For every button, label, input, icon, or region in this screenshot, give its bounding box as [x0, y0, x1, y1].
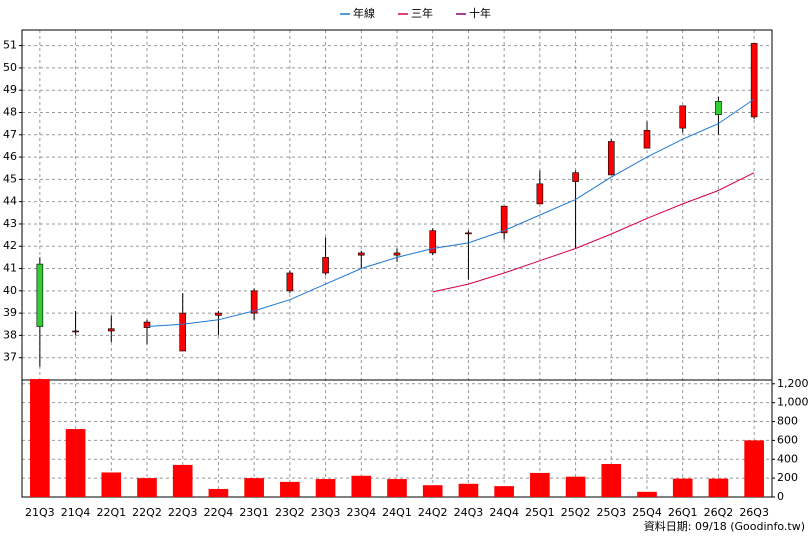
volume-bar	[315, 479, 336, 497]
volume-bar	[101, 472, 122, 497]
y-tick-label: 40	[3, 284, 17, 297]
volume-bar	[708, 478, 729, 497]
x-tick-label: 26Q3	[739, 506, 769, 519]
x-tick-label: 24Q4	[489, 506, 519, 519]
candle-body	[500, 205, 508, 234]
y2-tick-label: 0	[777, 490, 784, 503]
y-tick-label: 51	[3, 39, 17, 52]
y2-tick-label: 400	[777, 452, 798, 465]
y-tick-label: 47	[3, 128, 17, 141]
y2-tick-label: 800	[777, 415, 798, 428]
y-tick-label: 37	[3, 351, 17, 364]
x-tick-label: 24Q3	[454, 506, 484, 519]
candle-body	[607, 141, 615, 176]
y-tick-label: 49	[3, 83, 17, 96]
candle-body	[322, 257, 329, 274]
candle-body	[715, 101, 722, 116]
candle-body	[750, 43, 758, 118]
candle-body	[179, 312, 187, 352]
x-tick-label: 23Q4	[346, 506, 376, 519]
volume-bar	[30, 379, 50, 497]
volume-bar	[422, 485, 443, 497]
volume-bar	[387, 479, 407, 497]
x-tick-label: 24Q1	[382, 506, 412, 519]
x-tick-label: 25Q3	[596, 506, 626, 519]
x-tick-label: 21Q4	[61, 506, 91, 519]
candle-body	[107, 328, 115, 332]
candle-body	[357, 252, 365, 256]
x-tick-label: 23Q1	[239, 506, 269, 519]
y-tick-label: 48	[3, 105, 17, 118]
candle-body	[572, 172, 579, 182]
volume-bar	[565, 476, 586, 497]
volume-bar	[351, 475, 372, 497]
y2-tick-label: 1,200	[777, 377, 808, 390]
y2-tick-label: 200	[777, 471, 798, 484]
candle-body	[643, 130, 651, 149]
candle-body	[36, 263, 44, 327]
volume-bar	[458, 483, 479, 497]
volume-bar	[172, 464, 193, 497]
x-tick-label: 22Q1	[96, 506, 126, 519]
candle-body	[286, 272, 294, 292]
volume-bar	[137, 478, 157, 497]
footer: 資料日期: 09/18 (Goodinfo.tw)	[644, 519, 805, 533]
y-tick-label: 38	[3, 328, 17, 341]
x-tick-label: 25Q2	[561, 506, 591, 519]
line-series	[146, 98, 755, 327]
x-tick-label: 26Q1	[668, 506, 698, 519]
volume-bar	[744, 440, 764, 497]
x-tick-label: 21Q3	[25, 506, 55, 519]
x-tick-label: 22Q4	[204, 506, 234, 519]
candle-body	[143, 321, 151, 328]
x-tick-label: 25Q1	[525, 506, 555, 519]
line-series	[432, 172, 755, 293]
x-tick-label: 26Q2	[704, 506, 734, 519]
legend-label: 三年	[411, 6, 433, 20]
y-tick-label: 45	[3, 172, 17, 185]
candle-body	[679, 105, 687, 129]
y2-tick-label: 1,000	[777, 396, 808, 409]
candle-body	[393, 252, 401, 256]
volume-bar	[208, 488, 229, 497]
candle-body	[72, 330, 79, 333]
volume-bar	[280, 481, 300, 497]
candle-body	[429, 230, 437, 254]
volume-bar	[530, 472, 550, 497]
candle-body	[536, 183, 544, 205]
x-tick-label: 22Q2	[132, 506, 162, 519]
y-tick-label: 50	[3, 61, 17, 74]
y2-tick-label: 600	[777, 433, 798, 446]
x-tick-label: 24Q2	[418, 506, 448, 519]
x-tick-label: 23Q2	[275, 506, 305, 519]
x-tick-label: 23Q3	[311, 506, 341, 519]
volume-bar	[637, 491, 657, 497]
candle-body	[215, 312, 222, 316]
candle-body	[465, 232, 472, 235]
y-tick-label: 43	[3, 217, 17, 230]
y-tick-label: 44	[3, 195, 17, 208]
volume-bar	[672, 478, 693, 497]
candle-body	[250, 290, 258, 314]
y-tick-label: 42	[3, 239, 17, 252]
x-tick-label: 25Q4	[632, 506, 662, 519]
volume-bar	[244, 478, 264, 497]
legend-label: 年線	[353, 6, 375, 20]
x-tick-label: 22Q3	[168, 506, 198, 519]
y-tick-label: 39	[3, 306, 17, 319]
y-tick-label: 41	[3, 262, 17, 275]
volume-bar	[65, 429, 86, 497]
volume-bar	[601, 463, 622, 497]
legend-label: 十年	[469, 6, 491, 20]
volume-bar	[494, 486, 514, 497]
y-tick-label: 46	[3, 150, 17, 163]
